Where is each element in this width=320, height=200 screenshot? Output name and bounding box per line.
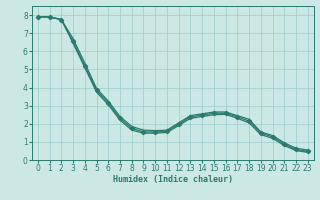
X-axis label: Humidex (Indice chaleur): Humidex (Indice chaleur) (113, 175, 233, 184)
